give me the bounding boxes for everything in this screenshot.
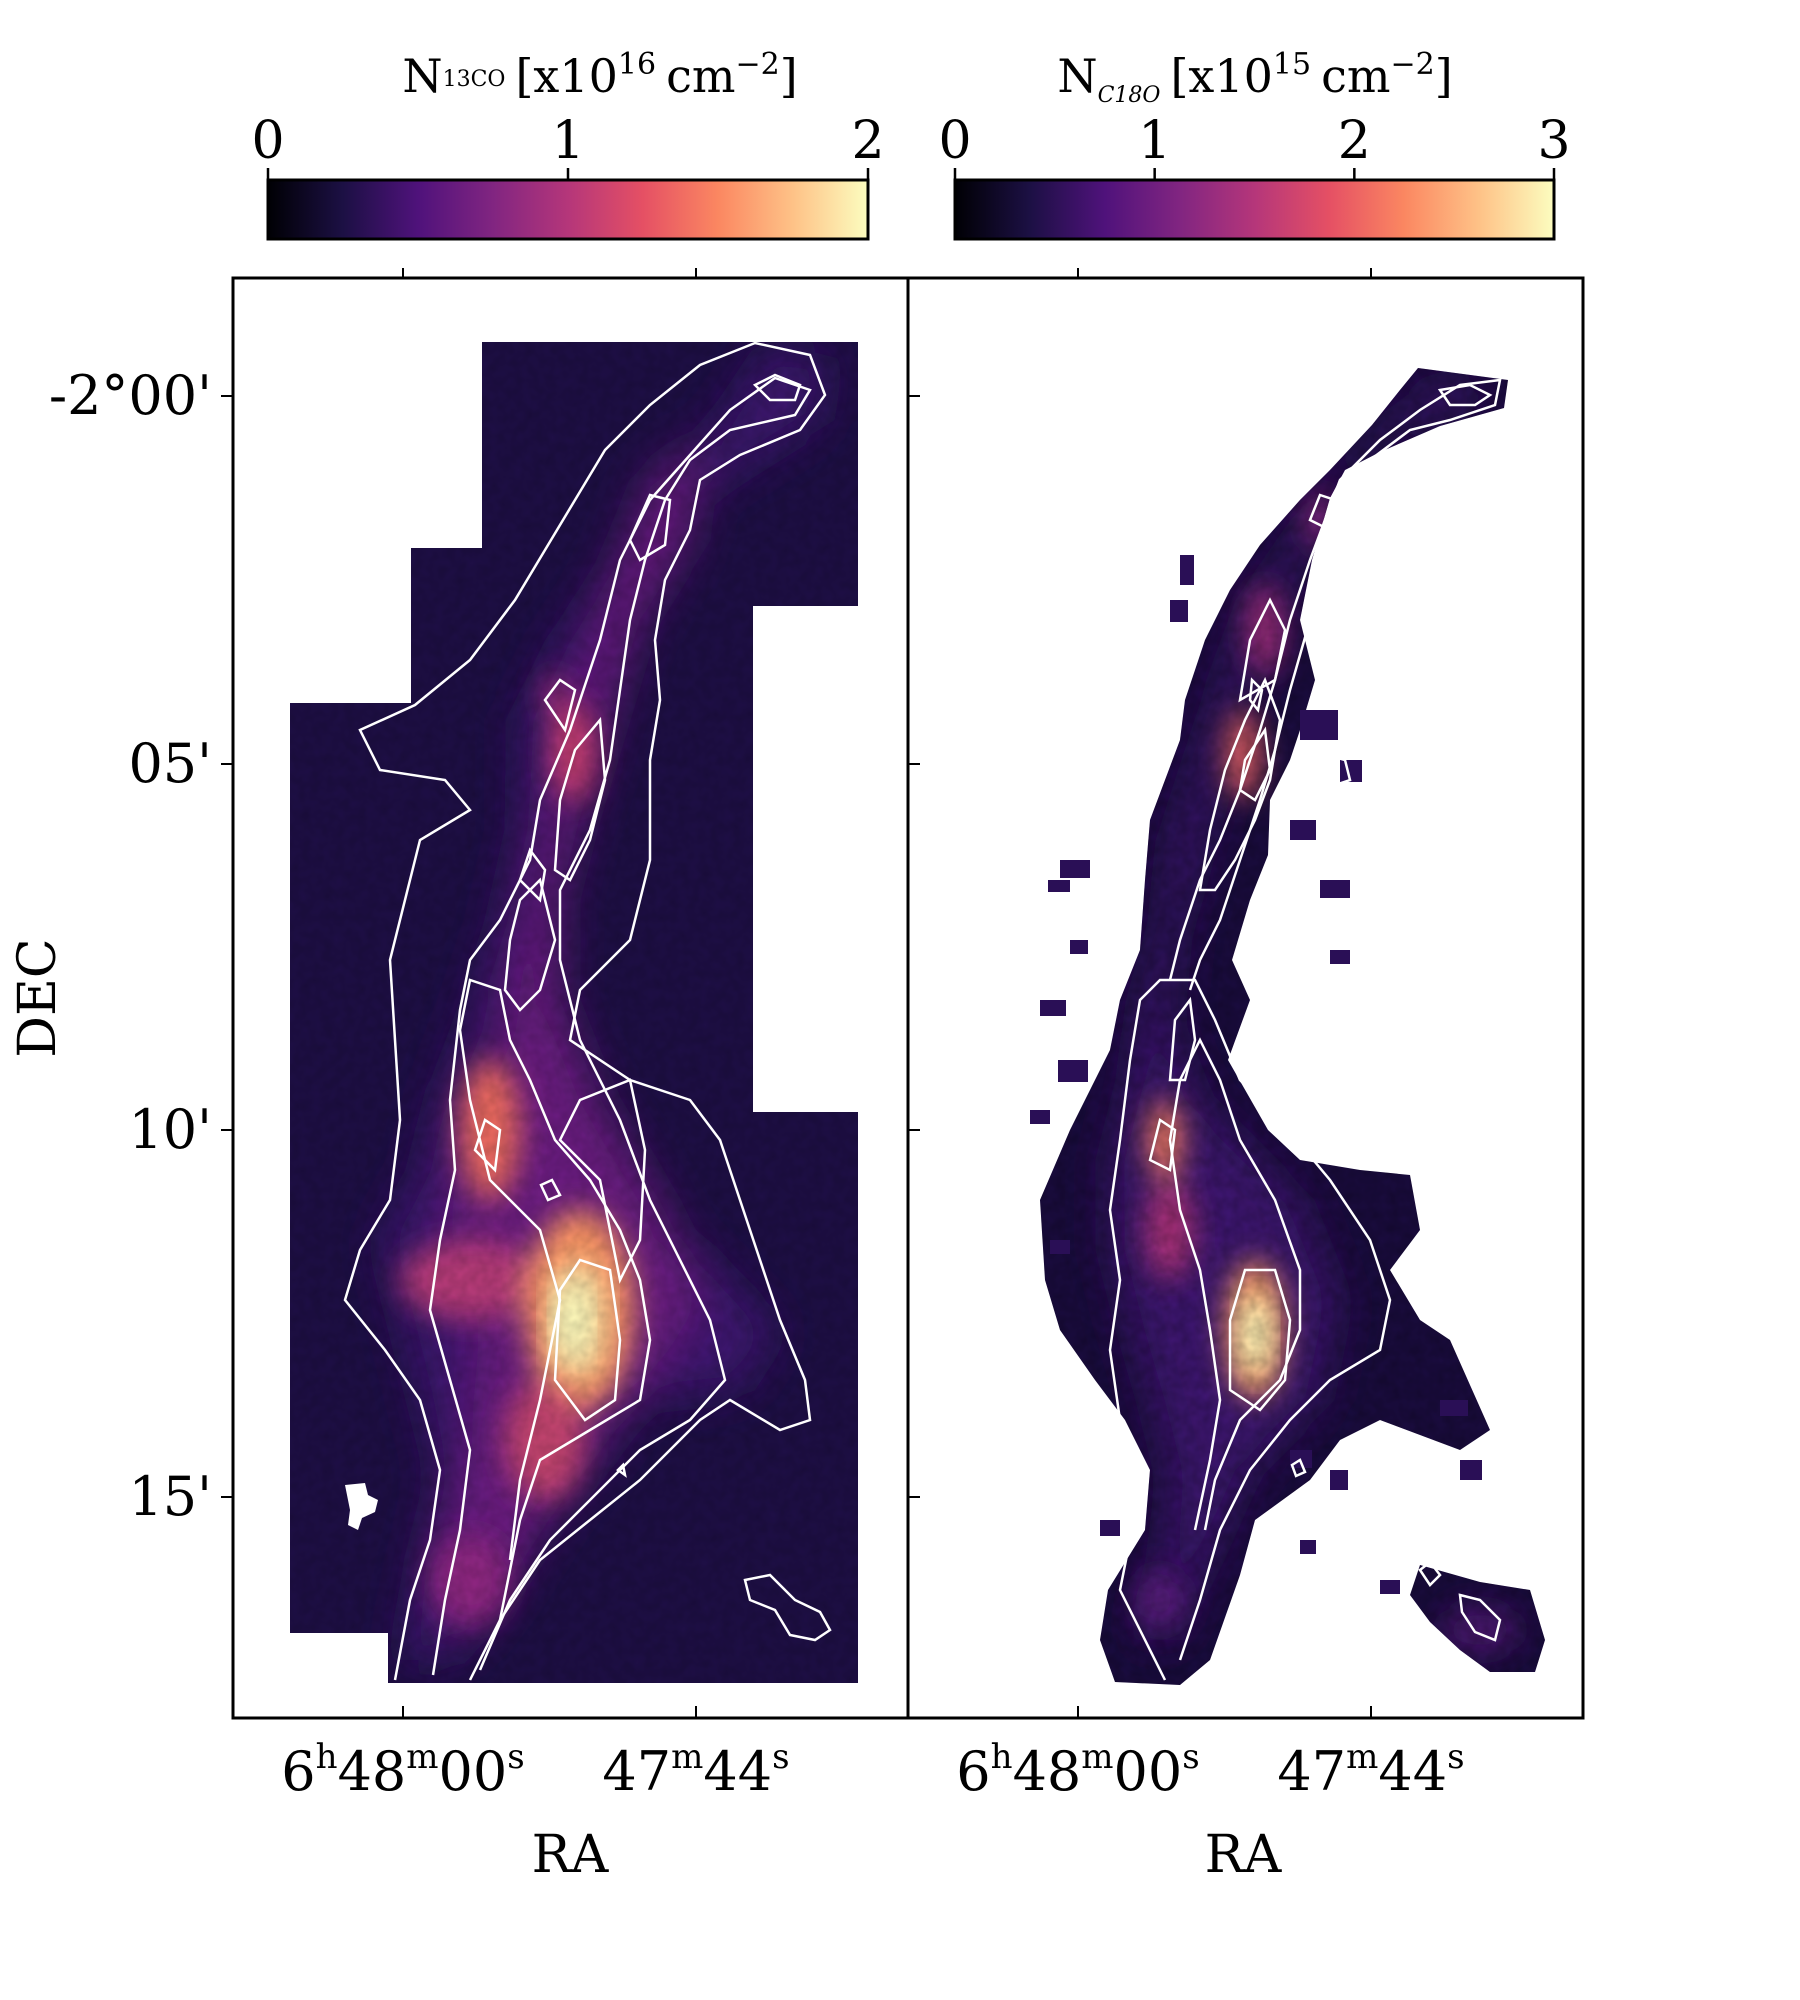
colorbar-right-tick-label: 2 xyxy=(1338,111,1371,171)
colorbar-right-tick-label: 3 xyxy=(1537,111,1570,171)
panel-right-fragments xyxy=(1030,555,1482,1594)
contours-left xyxy=(343,341,832,1681)
dec-tick-label: -2°00' xyxy=(49,364,212,427)
contours-right xyxy=(1108,378,1502,1681)
colorbar-right-tick-label: 1 xyxy=(1138,111,1171,171)
right-xlabel: RA xyxy=(1205,1825,1283,1885)
left-xlabel: RA xyxy=(532,1825,610,1885)
panel-left-image xyxy=(290,342,858,1683)
left-ylabel: DEC xyxy=(8,938,68,1057)
ra-tick-label: 47m44s xyxy=(602,1737,789,1803)
dec-tick-label: 15' xyxy=(128,1465,212,1528)
panel-right-frame xyxy=(906,276,1585,1720)
colorbar-left-tick-label: 0 xyxy=(251,111,284,171)
dec-tick-label: 05' xyxy=(128,732,212,795)
ra-tick-label: 47m44s xyxy=(1277,1737,1464,1803)
colorbar-left-label: N13CO [x1016 cm−2] xyxy=(402,47,797,103)
colorbar-right-tick-label: 0 xyxy=(938,111,971,171)
panel-right: 6h48m00s 47m44s xyxy=(906,268,1585,1803)
ra-tick-label: 6h48m00s xyxy=(281,1737,524,1803)
dec-tick-label: 10' xyxy=(128,1098,212,1161)
colorbar-right: NC18O [x1015 cm−2] 0 1 2 3 xyxy=(938,47,1571,241)
colorbar-right-label: NC18O [x1015 cm−2] xyxy=(1057,47,1452,108)
colorbar-left-tick-label: 2 xyxy=(851,111,884,171)
colorbar-left: N13CO [x1016 cm−2] 0 1 2 xyxy=(251,47,885,241)
colorbar-right-gradient xyxy=(953,178,1556,241)
ra-tick-label: 6h48m00s xyxy=(956,1737,1199,1803)
colorbar-left-gradient xyxy=(266,178,870,241)
panel-left: 6h48m00s 47m44s -2°00' 05' 10' 15' xyxy=(49,268,910,1803)
panel-right-image xyxy=(1040,368,1545,1685)
colorbar-left-tick-label: 1 xyxy=(551,111,584,171)
